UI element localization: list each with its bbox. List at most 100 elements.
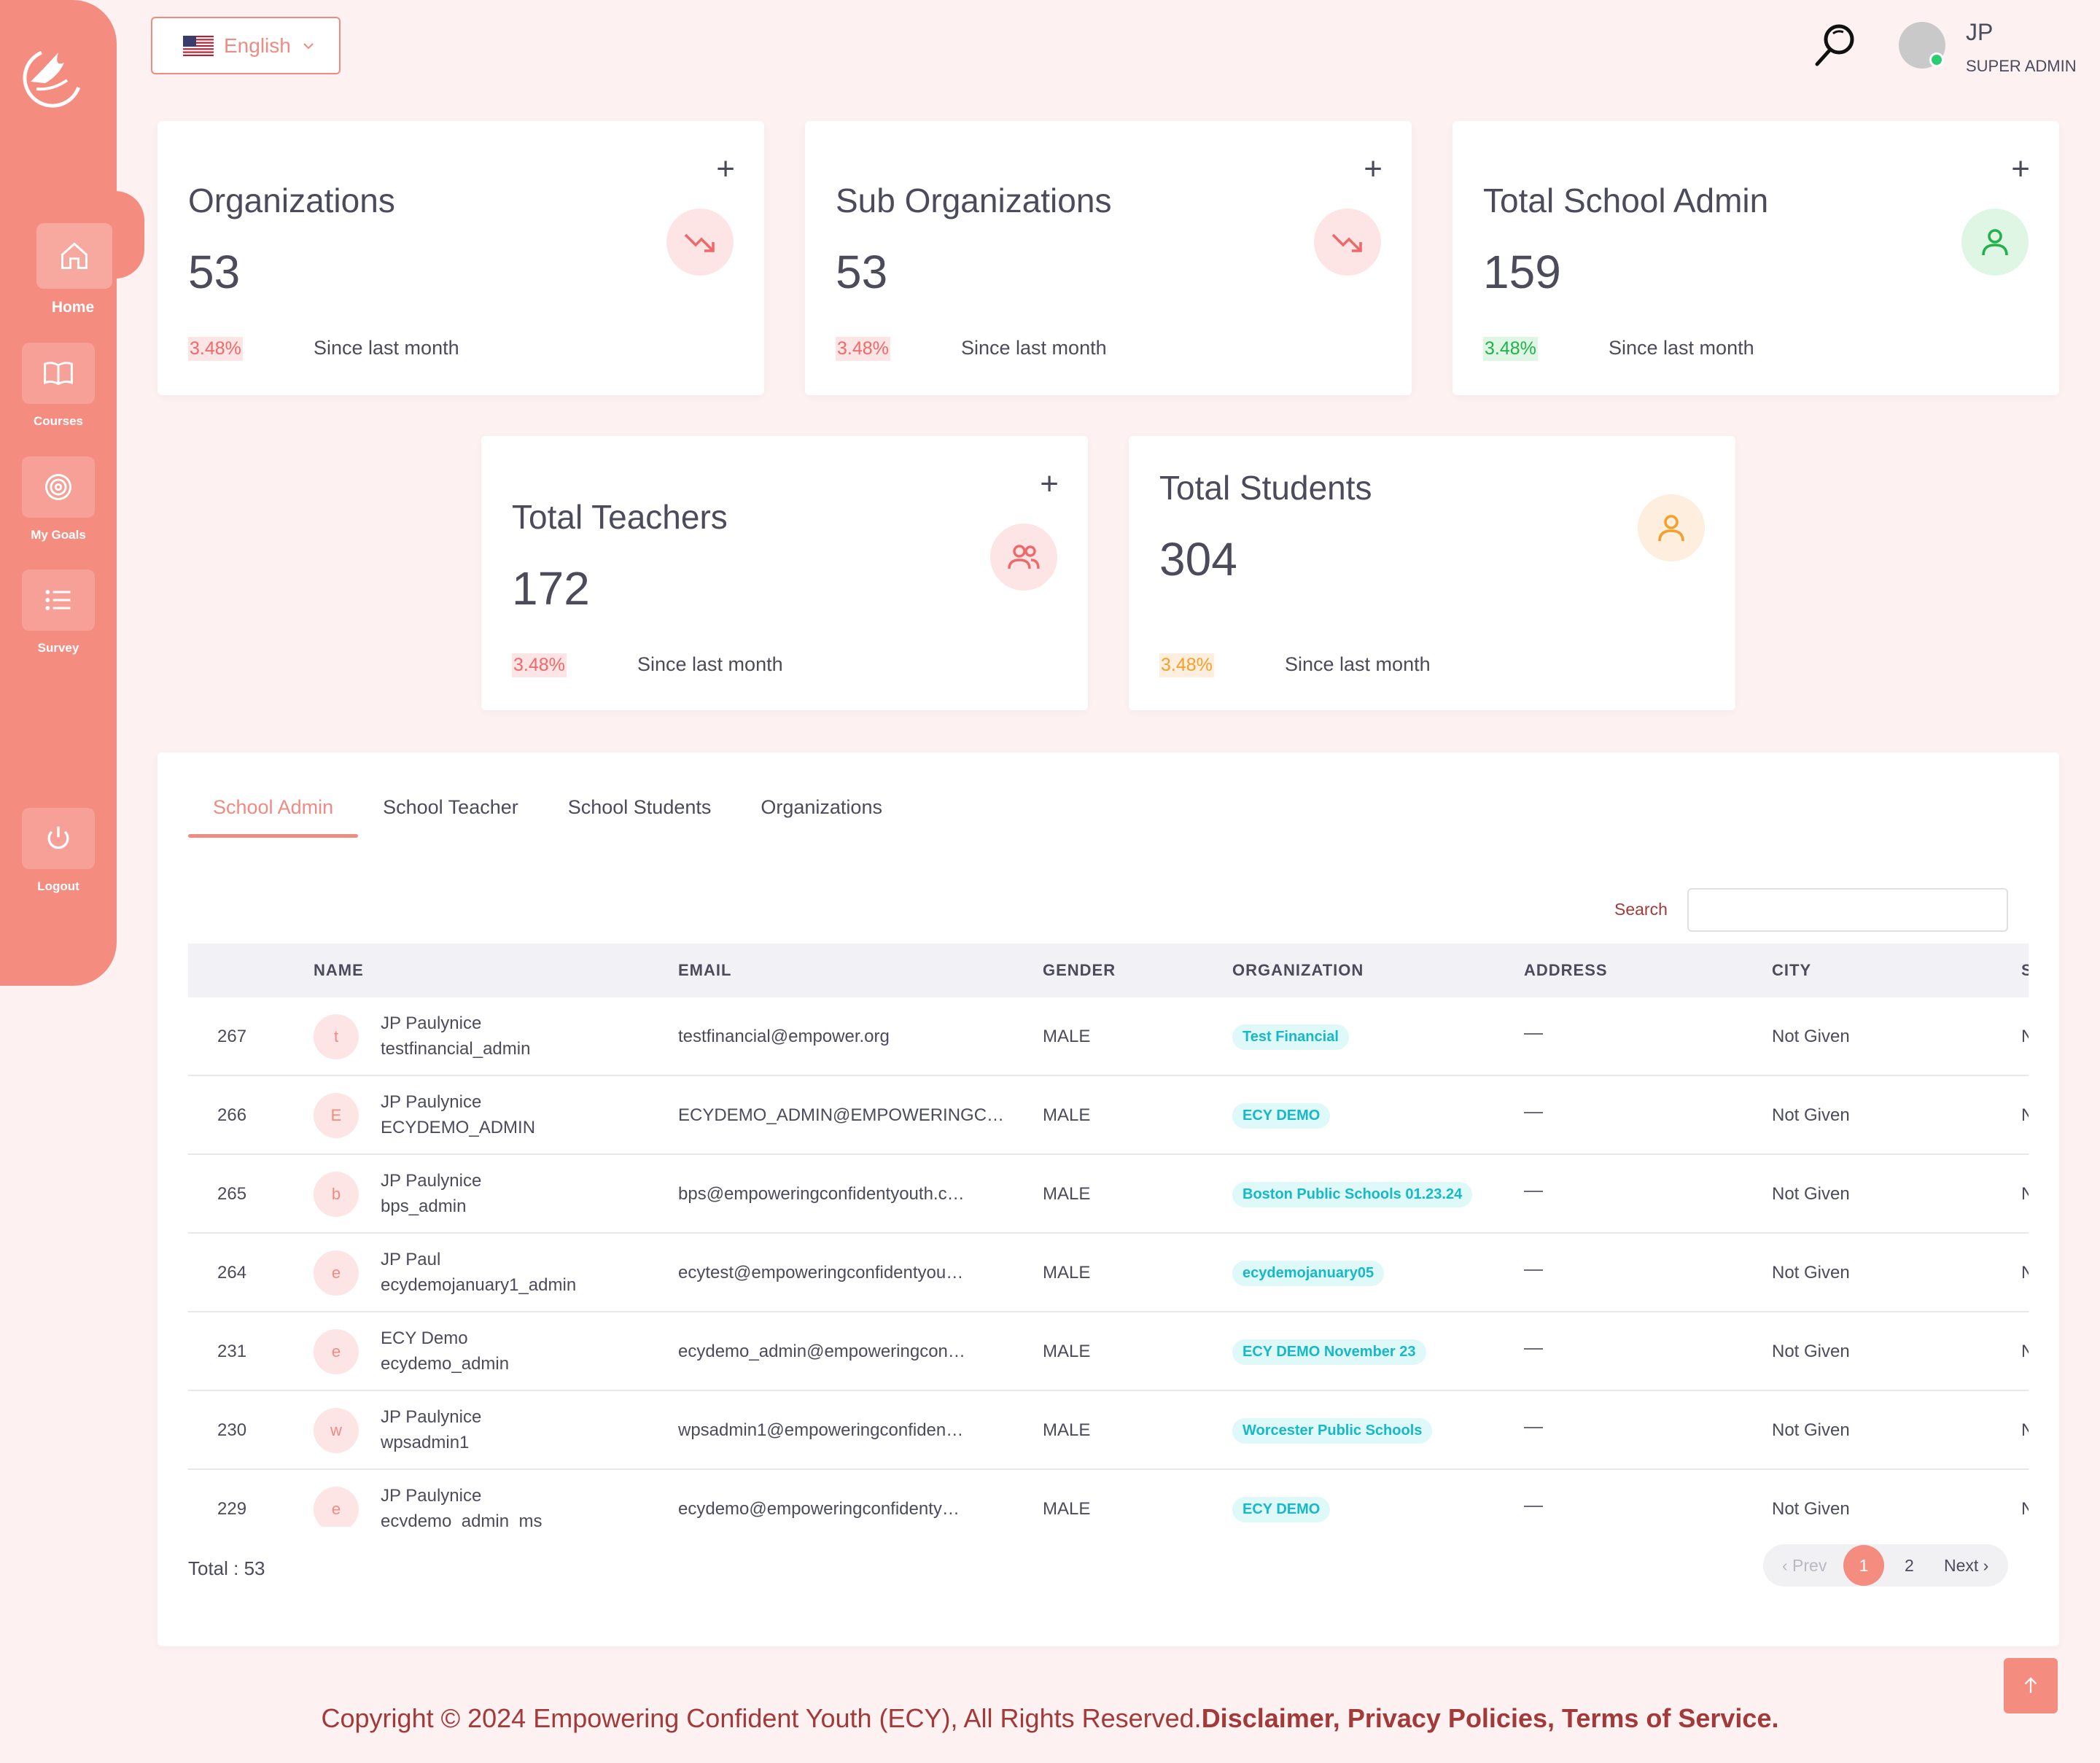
row-s: N: [2021, 1420, 2029, 1440]
language-selector[interactable]: English: [151, 17, 341, 74]
row-organization-badge[interactable]: Worcester Public Schools: [1232, 1417, 1433, 1444]
row-id: 230: [217, 1420, 247, 1440]
row-id: 264: [217, 1263, 247, 1283]
total-count: Total : 53: [188, 1557, 265, 1579]
row-address-empty: [1524, 1506, 1543, 1507]
footer: Copyright © 2024 Empowering Confident Yo…: [0, 1703, 2100, 1734]
sidebar-item-my-goals[interactable]: My Goals: [0, 456, 117, 542]
page-1-button[interactable]: 1: [1843, 1545, 1884, 1586]
row-city: Not Given: [1772, 1105, 1850, 1125]
row-organization-badge[interactable]: Test Financial: [1232, 1024, 1349, 1050]
row-name: JP Paulynice: [381, 1171, 482, 1191]
add-sub-organization-button[interactable]: +: [1364, 151, 1382, 187]
sub-organizations-card: + Sub Organizations 53 3.48% Since last …: [805, 121, 1412, 395]
add-teacher-button[interactable]: +: [1040, 466, 1059, 502]
row-organization-badge[interactable]: Boston Public Schools 01.23.24: [1232, 1181, 1473, 1207]
total-students-card: Total Students 304 3.48% Since last mont…: [1129, 436, 1735, 710]
organizations-card: + Organizations 53 3.48% Since last mont…: [158, 121, 764, 395]
row-email: ECYDEMO_ADMIN@EMPOWERINGC…: [678, 1105, 1005, 1125]
row-address-empty: [1524, 1348, 1543, 1350]
column-header-name[interactable]: NAME: [314, 961, 364, 979]
stat-since: Since last month: [1609, 337, 1754, 359]
sidebar-item-survey[interactable]: Survey: [0, 569, 117, 655]
table-row[interactable]: 231 e ECY Demo ecydemo_admin ecydemo_admin@e…: [188, 1312, 2029, 1391]
row-organization-badge[interactable]: ECY DEMO November 23: [1232, 1339, 1426, 1365]
logout-button[interactable]: Logout: [0, 808, 117, 894]
column-header-organization[interactable]: ORGANIZATION: [1232, 961, 1364, 979]
total-teachers-card: + Total Teachers 172 3.48% Since last mo…: [481, 436, 1088, 710]
sidebar-label-logout: Logout: [37, 879, 79, 893]
users-table-card: School Admin School Teacher School Stude…: [158, 752, 2059, 1646]
search-icon[interactable]: [1811, 20, 1859, 71]
row-s: N: [2021, 1105, 2029, 1125]
row-username: bps_admin: [381, 1196, 467, 1216]
row-address-empty: [1524, 1033, 1543, 1035]
add-school-admin-button[interactable]: +: [2011, 151, 2030, 187]
row-id: 266: [217, 1105, 247, 1125]
row-city: Not Given: [1772, 1342, 1850, 1361]
stat-value: 159: [1483, 246, 1561, 298]
sidebar-item-courses[interactable]: Courses: [0, 343, 117, 429]
row-email: ecytest@empoweringconfidentyou…: [678, 1263, 964, 1283]
row-organization-badge[interactable]: ECY DEMO: [1232, 1496, 1331, 1522]
logo-icon[interactable]: [16, 38, 89, 111]
arrow-up-icon: [2024, 1677, 2037, 1693]
row-id: 229: [217, 1499, 247, 1519]
trending-down-icon: [666, 209, 734, 276]
row-name: JP Paulynice: [381, 1486, 482, 1506]
tab-school-teacher[interactable]: School Teacher: [383, 796, 518, 818]
table-row[interactable]: 265 b JP Paulynice bps_admin bps@empoweringc…: [188, 1155, 2029, 1234]
row-username: ecydemo_admin_ms: [381, 1511, 542, 1527]
row-email: bps@empoweringconfidentyouth.c…: [678, 1184, 965, 1204]
stat-since: Since last month: [961, 337, 1107, 359]
row-username: wpsadmin1: [381, 1433, 470, 1452]
stat-since: Since last month: [314, 337, 459, 359]
row-username: ecydemo_admin: [381, 1354, 510, 1374]
table-row[interactable]: 266 E JP Paulynice ECYDEMO_ADMIN ECYDEMO_ADM…: [188, 1076, 2029, 1155]
row-s: N: [2021, 1499, 2029, 1519]
tab-school-students[interactable]: School Students: [567, 796, 712, 818]
column-header-s[interactable]: S: [2021, 961, 2029, 979]
sidebar-item-home[interactable]: Home: [0, 223, 117, 316]
column-header-city[interactable]: CITY: [1772, 961, 1812, 979]
row-id: 231: [217, 1342, 247, 1361]
page-2-button[interactable]: 2: [1905, 1555, 1914, 1575]
next-page-button[interactable]: Next ›: [1944, 1555, 1989, 1575]
column-header-email[interactable]: EMAIL: [678, 961, 732, 979]
users-table: NAME EMAIL GENDER ORGANIZATION ADDRESS C…: [188, 943, 2029, 1527]
tab-school-admin[interactable]: School Admin: [188, 796, 359, 838]
row-address-empty: [1524, 1191, 1543, 1192]
row-username: ECYDEMO_ADMIN: [381, 1118, 536, 1137]
row-organization-badge[interactable]: ECY DEMO: [1232, 1102, 1331, 1129]
row-name: JP Paul: [381, 1250, 441, 1270]
table-row[interactable]: 264 e JP Paul ecydemojanuary1_admin ecytest@…: [188, 1234, 2029, 1312]
users-icon: [990, 524, 1057, 591]
row-s: N: [2021, 1342, 2029, 1361]
column-header-address[interactable]: ADDRESS: [1524, 961, 1608, 979]
table-row[interactable]: 267 t JP Paulynice testfinancial_admin testf…: [188, 997, 2029, 1076]
column-header-gender[interactable]: GENDER: [1043, 961, 1116, 979]
tab-bar: School Admin School Teacher School Stude…: [188, 796, 907, 838]
row-avatar: w: [314, 1408, 359, 1453]
add-organization-button[interactable]: +: [716, 151, 735, 187]
row-city: Not Given: [1772, 1184, 1850, 1204]
table-header: NAME EMAIL GENDER ORGANIZATION ADDRESS C…: [188, 943, 2029, 997]
search-label: Search: [1614, 900, 1668, 919]
table-row[interactable]: 230 w JP Paulynice wpsadmin1 wpsadmin1@empow…: [188, 1391, 2029, 1470]
row-username: ecydemojanuary1_admin: [381, 1275, 577, 1295]
stat-title: Organizations: [188, 182, 395, 219]
footer-links[interactable]: Disclaimer, Privacy Policies, Terms of S…: [1201, 1703, 1779, 1733]
prev-page-button[interactable]: ‹ Prev: [1782, 1555, 1827, 1575]
scroll-to-top-button[interactable]: [2004, 1658, 2058, 1713]
stat-title: Total Students: [1159, 469, 1372, 507]
row-gender: MALE: [1043, 1420, 1091, 1440]
user-initials: JP: [1966, 19, 1994, 45]
search-input[interactable]: [1687, 888, 2008, 932]
sidebar-label-survey: Survey: [37, 641, 79, 655]
row-email: ecydemo_admin@empoweringcon…: [678, 1342, 965, 1361]
row-avatar: e: [314, 1487, 359, 1527]
row-organization-badge[interactable]: ecydemojanuary05: [1232, 1260, 1385, 1286]
table-row[interactable]: 229 e JP Paulynice ecydemo_admin_ms ecydemo@…: [188, 1470, 2029, 1527]
row-name: JP Paulynice: [381, 1407, 482, 1428]
tab-organizations[interactable]: Organizations: [761, 796, 882, 818]
